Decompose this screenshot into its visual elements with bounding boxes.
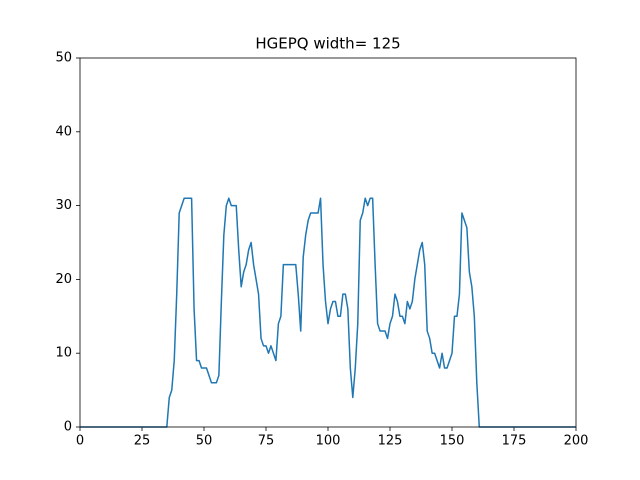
y-tick-label: 40 [55,124,72,139]
x-tick-label: 200 [564,434,589,449]
y-tick-label: 50 [55,51,72,66]
x-tick-label: 175 [502,434,527,449]
y-tick-label: 0 [64,420,72,435]
chart-title: HGEPQ width= 125 [255,35,400,53]
x-tick-label: 25 [134,434,151,449]
plot-frame [79,57,577,428]
x-tick-label: 100 [316,434,341,449]
x-tick-label: 50 [196,434,213,449]
x-tick-label: 150 [440,434,465,449]
y-tick-label: 30 [55,198,72,213]
x-tick-label: 75 [258,434,275,449]
y-tick-label: 20 [55,272,72,287]
x-tick-label: 125 [378,434,403,449]
y-tick-label: 10 [55,346,72,361]
x-tick-label: 0 [76,434,84,449]
